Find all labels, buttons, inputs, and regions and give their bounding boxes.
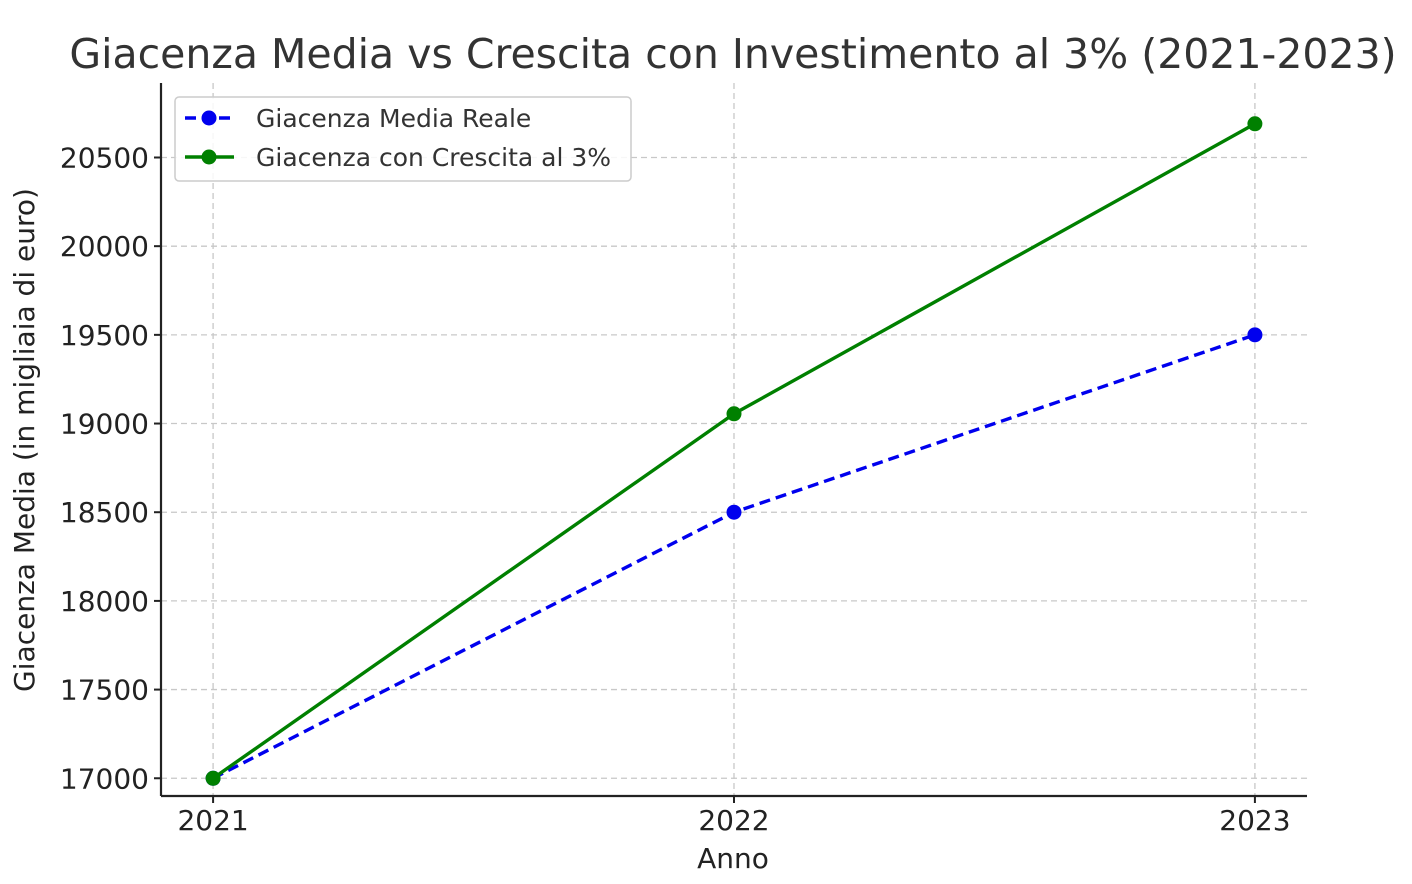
axes xyxy=(154,83,1307,803)
data-point xyxy=(205,770,221,786)
series xyxy=(205,116,1263,786)
y-tick-label: 18500 xyxy=(60,496,149,529)
chart-title: Giacenza Media vs Crescita con Investime… xyxy=(69,30,1396,78)
legend-item: Giacenza Media Reale xyxy=(185,104,531,133)
series-2 xyxy=(205,116,1263,786)
x-tick-label: 2021 xyxy=(177,804,248,837)
series-line xyxy=(212,122,1256,780)
grid-lines xyxy=(161,83,1307,796)
y-tick-label: 20500 xyxy=(60,141,149,174)
tick-labels: 17000 17500 18000 18500 19000 19500 20000 20500… xyxy=(60,141,1291,837)
x-axis-label: Anno xyxy=(697,842,769,875)
x-tick-label: 2022 xyxy=(698,804,769,837)
legend-item: Giacenza con Crescita al 3% xyxy=(185,143,611,172)
y-tick-label: 19500 xyxy=(60,319,149,352)
x-tick-label: 2023 xyxy=(1219,804,1290,837)
y-tick-label: 17500 xyxy=(60,674,149,707)
legend-label: Giacenza con Crescita al 3% xyxy=(256,143,611,172)
y-tick-label: 18000 xyxy=(60,585,149,618)
legend-marker xyxy=(201,149,217,165)
legend-label: Giacenza Media Reale xyxy=(256,104,531,133)
data-point xyxy=(1247,116,1263,132)
legend: Giacenza Media Reale Giacenza con Crescit… xyxy=(174,96,632,182)
legend-frame xyxy=(174,96,632,182)
legend-marker xyxy=(201,110,217,126)
data-point xyxy=(726,406,742,422)
y-tick-label: 19000 xyxy=(60,408,149,441)
y-tick-label: 20000 xyxy=(60,230,149,263)
data-point xyxy=(726,504,742,520)
y-axis-label: Giacenza Media (in migliaia di euro) xyxy=(8,188,41,692)
data-point xyxy=(1247,327,1263,343)
y-tick-label: 17000 xyxy=(60,762,149,795)
